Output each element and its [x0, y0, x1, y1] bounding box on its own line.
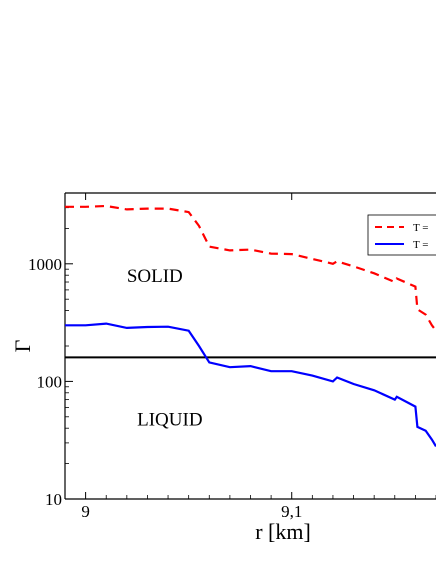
y-axis-label: Γ — [10, 339, 35, 352]
annotation-solid: SOLID — [127, 266, 183, 287]
y-tick-label: 1000 — [28, 255, 62, 274]
annotation-liquid: LIQUID — [137, 410, 202, 431]
series-line-red-dashed — [65, 204, 436, 332]
ticks: 9 9,1 10 100 1000 — [28, 192, 436, 521]
x-tick-label: 9,1 — [281, 502, 302, 521]
plot-area — [65, 204, 436, 447]
x-axis-label: r [km] — [255, 519, 311, 544]
series-line-blue-solid — [65, 322, 436, 447]
x-tick-label: 9 — [81, 502, 90, 521]
legend-box — [367, 214, 436, 256]
legend-label-blue: T = — [413, 239, 428, 251]
y-tick-label: 10 — [45, 490, 62, 509]
legend: T = T = — [367, 214, 436, 256]
y-tick-label: 100 — [37, 372, 63, 391]
legend-label-red: T = — [413, 222, 428, 234]
